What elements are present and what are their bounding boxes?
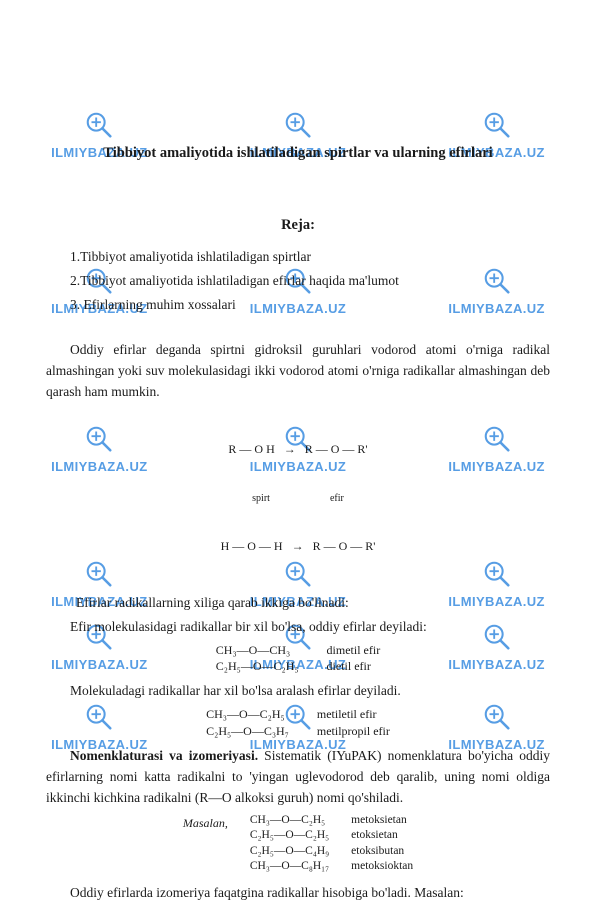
chem-formulas: CH₃—O—CH₃ C₂H₅—O—C₂H₅ [216, 642, 299, 676]
chem-table: CH₃—O—CH₃ C₂H₅—O—C₂H₅ dimetil efir dieti… [46, 642, 550, 676]
paragraph: Efirlar radikallarning xiliga qarab ikki… [46, 593, 550, 614]
chem-names: dimetil efir dietil efir [327, 642, 381, 676]
chem-line: H — O — H → R — O — R' [46, 538, 550, 554]
document-title: Tibbiyot amaliyotida ishlatiladigan spir… [46, 142, 550, 164]
chem-line: spirtefir [46, 489, 550, 506]
plan-item: 1.Tibbiyot amaliyotida ishlatiladigan sp… [46, 247, 550, 268]
chem-formulas: CH₃—O—C₂H₅ C₂H₅—O—C₂H₅ C₂H₅—O—C₄H₉ CH₃—O… [250, 813, 329, 875]
example-label: Masalan, [183, 813, 228, 831]
paragraph: Molekuladagi radikallar har xil bo'lsa a… [46, 681, 550, 702]
chem-scheme: R — O H → R — O — R' spirtefir H — O — H… [46, 408, 550, 586]
paragraph: Efir molekulasidagi radikallar bir xil b… [46, 617, 550, 638]
paragraph: Oddiy efirlar deganda spirtni gidroksil … [46, 340, 550, 403]
document-content: Tibbiyot amaliyotida ishlatiladigan spir… [46, 142, 550, 904]
magnifier-icon [84, 110, 114, 140]
section-heading-inline: Nomenklaturasi va izomeriyasi. [70, 748, 258, 763]
paragraph: Nomenklaturasi va izomeriyasi. Sistemati… [46, 746, 550, 809]
plan-heading: Reja: [46, 214, 550, 236]
plan-item: 3. Efirlarning muhim xossalari [46, 295, 550, 316]
chem-names: metiletil efir metilpropil efir [317, 706, 390, 740]
chem-table: Masalan, CH₃—O—C₂H₅ C₂H₅—O—C₂H₅ C₂H₅—O—C… [46, 813, 550, 875]
paragraph: Oddiy efirlarda izomeriya faqatgina radi… [46, 883, 550, 904]
plan-item: 2.Tibbiyot amaliyotida ishlatiladigan ef… [46, 271, 550, 292]
chem-table: CH₃—O—C₂H₅ C₂H₅—O—C₃H₇ metiletil efir me… [46, 706, 550, 740]
magnifier-icon [482, 110, 512, 140]
chem-line: R — O H → R — O — R' [46, 441, 550, 457]
magnifier-icon [283, 110, 313, 140]
chem-formulas: CH₃—O—C₂H₅ C₂H₅—O—C₃H₇ [206, 706, 289, 740]
chem-names: metoksietan etoksietan etoksibutan metok… [351, 813, 413, 875]
